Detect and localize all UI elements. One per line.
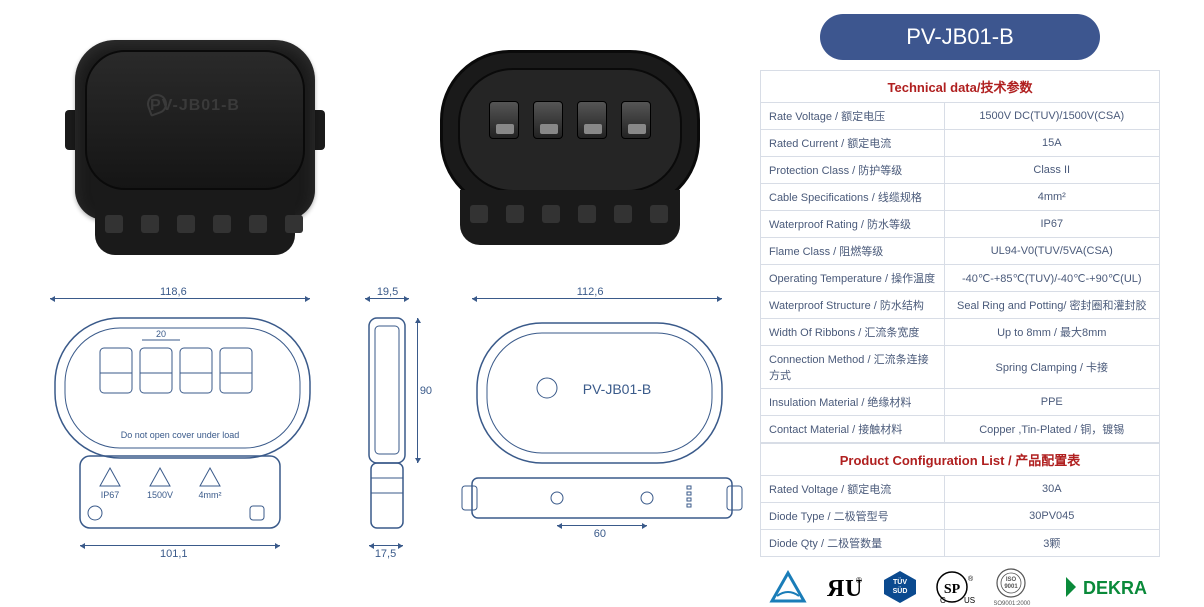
config-table: Rated Voltage / 额定电流30ADiode Type / 二极管型…	[760, 475, 1160, 557]
tech-row: Waterproof Structure / 防水结构Seal Ring and…	[761, 292, 1160, 319]
tech-value: 1500V DC(TUV)/1500V(CSA)	[944, 103, 1159, 130]
dim-top-width: 112,6	[577, 286, 604, 298]
svg-text:20: 20	[156, 329, 166, 339]
svg-text:9001: 9001	[1005, 584, 1019, 590]
tech-row: Contact Material / 接触材料Copper ,Tin-Plate…	[761, 416, 1160, 443]
tech-data-header: Technical data/技术参数	[760, 70, 1160, 102]
svg-text:®: ®	[856, 576, 862, 585]
svg-text:ISO9001:2000: ISO9001:2000	[994, 601, 1031, 607]
config-label: Diode Type / 二极管型号	[761, 503, 945, 530]
cert-dekra: DEKRA	[1061, 572, 1151, 602]
tech-label: Rated Current / 额定电流	[761, 130, 945, 157]
left-panel: PV-JB01-B	[0, 0, 750, 605]
render-open	[415, 20, 715, 270]
config-value: 30A	[944, 476, 1159, 503]
config-label: Rated Voltage / 额定电流	[761, 476, 945, 503]
tech-row: Waterproof Rating / 防水等级IP67	[761, 211, 1160, 238]
svg-text:US: US	[964, 596, 975, 605]
tech-label: Connection Method / 汇流条连接方式	[761, 346, 945, 389]
tech-row: Rate Voltage / 额定电压1500V DC(TUV)/1500V(C…	[761, 103, 1160, 130]
tech-row: Cable Specifications / 线缆规格4mm²	[761, 184, 1160, 211]
svg-text:TÜV: TÜV	[893, 577, 907, 586]
config-header: Product Configuration List / 产品配置表	[760, 443, 1160, 475]
tech-row: Insulation Material / 绝缘材料PPE	[761, 389, 1160, 416]
config-row: Rated Voltage / 额定电流30A	[761, 476, 1160, 503]
tech-value: UL94-V0(TUV/5VA(CSA)	[944, 238, 1159, 265]
svg-text:ISO: ISO	[1006, 577, 1017, 583]
drawing-profile: 19,5 90 17,5	[357, 290, 422, 570]
tech-label: Rate Voltage / 额定电压	[761, 103, 945, 130]
product-code-pill: PV-JB01-B	[820, 14, 1100, 60]
right-panel: PV-JB01-B Technical data/技术参数 Rate Volta…	[750, 0, 1180, 605]
svg-text:4mm²: 4mm²	[199, 490, 222, 500]
config-value: 3颗	[944, 530, 1159, 557]
tech-label: Waterproof Rating / 防水等级	[761, 211, 945, 238]
tech-value: IP67	[944, 211, 1159, 238]
tech-row: Protection Class / 防护等级Class II	[761, 157, 1160, 184]
render-closed: PV-JB01-B	[45, 20, 345, 270]
cert-iso9001: ISO9001 ISO9001:2000	[994, 567, 1044, 607]
svg-text:IP67: IP67	[101, 490, 120, 500]
drawing-front: 118,6 Do not open cover under load	[30, 290, 327, 570]
product-renders: PV-JB01-B	[30, 20, 730, 270]
tech-value: Class II	[944, 157, 1159, 184]
dim-profile-bottom: 17,5	[375, 548, 396, 560]
tech-label: Width Of Ribbons / 汇流条宽度	[761, 319, 945, 346]
dim-profile-top: 19,5	[377, 286, 398, 298]
cert-tuv-sud: TÜVSÜD	[882, 569, 918, 605]
tech-label: Insulation Material / 绝缘材料	[761, 389, 945, 416]
tech-label: Contact Material / 接触材料	[761, 416, 945, 443]
certification-logos: ЯU® TÜVSÜD SPC US ® ISO9001 ISO9001:2000 DE…	[760, 567, 1160, 607]
dim-height: 90	[420, 385, 432, 397]
cert-ul: ЯU®	[823, 568, 865, 606]
tech-row: Operating Temperature / 操作温度-40℃-+85℃(TU…	[761, 265, 1160, 292]
tech-value: Spring Clamping / 卡接	[944, 346, 1159, 389]
tech-label: Cable Specifications / 线缆规格	[761, 184, 945, 211]
tech-row: Width Of Ribbons / 汇流条宽度Up to 8mm / 最大8m…	[761, 319, 1160, 346]
tech-value: 15A	[944, 130, 1159, 157]
cert-csa: SPC US ®	[934, 569, 978, 605]
tech-data-table: Rate Voltage / 额定电压1500V DC(TUV)/1500V(C…	[760, 102, 1160, 443]
tech-label: Protection Class / 防护等级	[761, 157, 945, 184]
svg-text:SP: SP	[944, 582, 961, 597]
tech-value: -40℃-+85℃(TUV)/-40℃-+90℃(UL)	[944, 265, 1159, 292]
tech-value: PPE	[944, 389, 1159, 416]
svg-text:PV-JB01-B: PV-JB01-B	[582, 381, 650, 397]
svg-text:SÜD: SÜD	[892, 586, 907, 595]
tech-value: Copper ,Tin-Plated / 铜，镀锡	[944, 416, 1159, 443]
config-row: Diode Type / 二极管型号30PV045	[761, 503, 1160, 530]
technical-drawings: 118,6 Do not open cover under load	[30, 290, 730, 570]
drawing-top: 112,6 PV-JB01-B	[452, 290, 730, 570]
tech-value: Up to 8mm / 最大8mm	[944, 319, 1159, 346]
tech-value: 4mm²	[944, 184, 1159, 211]
config-row: Diode Qty / 二极管数量3颗	[761, 530, 1160, 557]
dim-front-bottom: 101,1	[160, 548, 188, 560]
svg-text:Я: Я	[827, 576, 844, 602]
dim-top-inner: 60	[594, 528, 606, 540]
svg-text:C: C	[940, 596, 946, 605]
dim-front-top: 118,6	[160, 286, 187, 298]
svg-text:1500V: 1500V	[147, 490, 173, 500]
tech-label: Waterproof Structure / 防水结构	[761, 292, 945, 319]
tech-row: Flame Class / 阻燃等级UL94-V0(TUV/5VA(CSA)	[761, 238, 1160, 265]
config-label: Diode Qty / 二极管数量	[761, 530, 945, 557]
lid-label: PV-JB01-B	[150, 97, 240, 115]
tech-value: Seal Ring and Potting/ 密封圈和灌封胶	[944, 292, 1159, 319]
config-value: 30PV045	[944, 503, 1159, 530]
cert-tuv-triangle	[769, 570, 807, 604]
svg-text:DEKRA: DEKRA	[1083, 578, 1147, 598]
tech-row: Rated Current / 额定电流15A	[761, 130, 1160, 157]
tech-row: Connection Method / 汇流条连接方式Spring Clampi…	[761, 346, 1160, 389]
warning-text: Do not open cover under load	[121, 430, 240, 440]
svg-text:®: ®	[968, 575, 974, 583]
tech-label: Flame Class / 阻燃等级	[761, 238, 945, 265]
tech-label: Operating Temperature / 操作温度	[761, 265, 945, 292]
